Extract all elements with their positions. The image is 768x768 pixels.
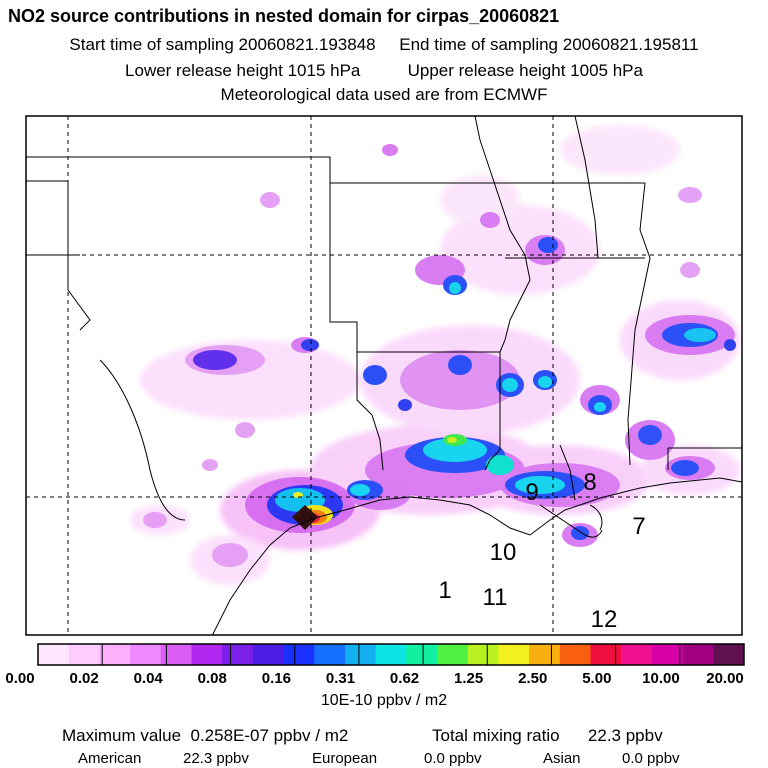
colorbar-swatch xyxy=(406,644,438,665)
colorbar-swatch xyxy=(559,644,592,665)
colorbar-tick-label: 2.50 xyxy=(518,670,548,687)
colorbar-swatch xyxy=(437,644,469,665)
colorbar-swatch xyxy=(651,644,684,665)
colorbar-swatch xyxy=(160,644,192,665)
river-border xyxy=(574,116,599,259)
colorbar-swatch xyxy=(222,644,254,665)
colorbar-tick-label: 0.04 xyxy=(133,670,163,687)
colorbar-swatch xyxy=(621,644,653,665)
state-border xyxy=(627,182,651,466)
colorbar-swatch xyxy=(498,644,530,665)
max-value-line: Maximum value 0.258E-07 ppbv / m2 xyxy=(62,726,348,746)
state-border xyxy=(356,352,384,471)
colorbar-swatch xyxy=(38,644,70,665)
max-value: 0.258E-07 ppbv / m2 xyxy=(190,726,349,745)
track-point-label: 12 xyxy=(591,606,618,633)
track-point-label: 10 xyxy=(490,539,517,566)
region-name-european: European xyxy=(312,750,378,767)
upper-release-label: Upper release height 1005 hPa xyxy=(407,61,643,80)
concentration-peak xyxy=(292,434,467,530)
lat-lon-grid xyxy=(26,116,742,635)
colorbar-swatch xyxy=(68,644,100,665)
colorbar-swatch xyxy=(375,644,407,665)
region-name-asian: Asian xyxy=(543,750,581,767)
colorbar-swatch xyxy=(283,644,315,665)
colorbar-units: 10E-10 ppbv / m2 xyxy=(320,692,448,709)
colorbar-swatch xyxy=(252,644,285,665)
colorbar-tick-label: 20.00 xyxy=(706,670,744,687)
state-border xyxy=(329,183,501,450)
colorbar-swatch xyxy=(191,644,223,665)
colorbar-swatch xyxy=(682,644,714,665)
track-point-label: 11 xyxy=(483,584,508,611)
met-data-label: Meteorological data used are from ECMWF xyxy=(220,85,548,104)
colorbar-tick-label: 1.25 xyxy=(454,670,484,687)
region-value-european: 0.0 ppbv xyxy=(424,750,482,767)
state-border xyxy=(559,444,576,501)
concentration-field xyxy=(130,125,740,585)
colorbar-frame xyxy=(37,643,745,666)
colorbar-tick-label: 5.00 xyxy=(582,670,612,687)
colorbar-swatch xyxy=(467,644,499,665)
page-title: NO2 source contributions in nested domai… xyxy=(8,6,560,26)
track-point-label: 7 xyxy=(632,513,645,540)
coastline xyxy=(211,477,742,635)
map-frame xyxy=(25,115,743,636)
colorbar-swatch xyxy=(344,644,377,665)
colorbar-tick-label: 0.00 xyxy=(5,670,35,687)
colorbar-swatch xyxy=(529,644,561,665)
start-time-label: Start time of sampling 20060821.193848 xyxy=(69,35,376,54)
state-border xyxy=(26,156,645,184)
max-value-label: Maximum value xyxy=(62,726,182,745)
lower-release-label: Lower release height 1015 hPa xyxy=(125,61,361,80)
state-border xyxy=(484,449,501,471)
colorbar-swatch xyxy=(99,644,131,665)
track-point-label: 8 xyxy=(583,469,596,496)
concentration-cyan xyxy=(275,282,716,512)
colorbar-swatch xyxy=(314,644,346,665)
colorbar xyxy=(38,644,745,665)
colorbar-tick-label: 0.62 xyxy=(389,670,420,687)
track-point-label: 9 xyxy=(525,479,538,506)
border xyxy=(67,181,91,331)
colorbar-tick-label: 10.00 xyxy=(642,670,680,687)
total-mixing-label: Total mixing ratio xyxy=(432,726,560,745)
delta-coast xyxy=(539,504,603,538)
end-time-label: End time of sampling 20060821.195811 xyxy=(399,35,699,54)
colorbar-tick-label: 0.02 xyxy=(69,670,99,687)
colorbar-swatch xyxy=(590,644,622,665)
colorbar-swatch xyxy=(130,644,162,665)
sampling-times: Start time of sampling 20060821.193848 E… xyxy=(0,35,768,55)
colorbar-tick-label: 0.31 xyxy=(325,670,356,687)
region-value-asian: 0.0 ppbv xyxy=(622,750,680,767)
region-value-american: 22.3 ppbv xyxy=(183,750,249,767)
region-name-american: American xyxy=(78,750,142,767)
colorbar-tick-label: 0.16 xyxy=(261,670,291,687)
track-point-label: 1 xyxy=(438,577,451,604)
colorbar-tick-label: 0.08 xyxy=(197,670,227,687)
total-mixing-value: 22.3 ppbv xyxy=(587,726,663,745)
rio-grande xyxy=(99,359,186,521)
map-boundaries xyxy=(26,116,742,635)
delta-coast xyxy=(589,504,603,531)
release-heights: Lower release height 1015 hPa Upper rele… xyxy=(0,61,768,81)
colorbar-swatch xyxy=(713,644,745,665)
total-mixing-line: Total mixing ratio 22.3 ppbv xyxy=(432,726,663,746)
